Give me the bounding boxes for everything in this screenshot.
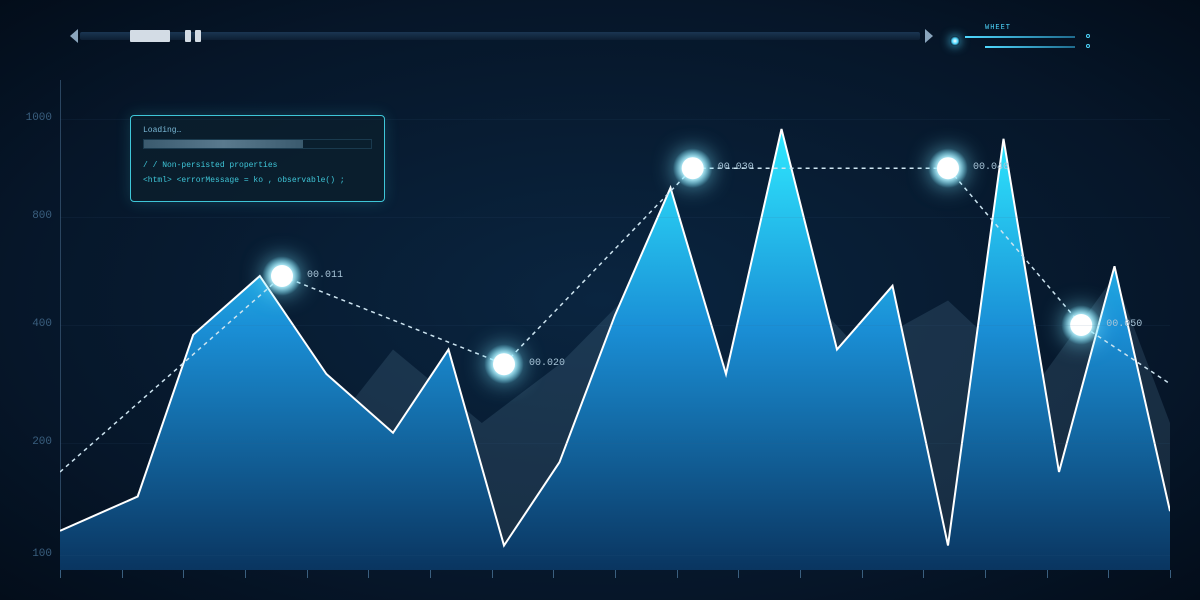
x-tick xyxy=(738,570,739,578)
area-primary xyxy=(60,129,1170,570)
x-tick xyxy=(800,570,801,578)
x-tick xyxy=(862,570,863,578)
data-point-label: 00.040 xyxy=(973,162,1009,173)
indicator-dot-icon xyxy=(950,36,960,46)
y-axis-label: 1000 xyxy=(12,112,52,124)
x-tick xyxy=(985,570,986,578)
y-axis-label: 400 xyxy=(12,318,52,330)
y-axis-label: 200 xyxy=(12,436,52,448)
indicator-line xyxy=(965,36,1075,38)
x-tick xyxy=(122,570,123,578)
data-point-label: 00.030 xyxy=(718,162,754,173)
data-point[interactable] xyxy=(271,265,293,287)
slider-thumb[interactable] xyxy=(185,30,191,42)
x-tick xyxy=(553,570,554,578)
timeline-slider-track[interactable] xyxy=(80,32,920,40)
data-point[interactable] xyxy=(682,157,704,179)
data-point-label: 00.050 xyxy=(1106,319,1142,330)
x-tick xyxy=(60,570,61,578)
x-tick xyxy=(1170,570,1171,578)
data-point[interactable] xyxy=(937,157,959,179)
y-axis-label: 800 xyxy=(12,210,52,222)
indicator-label: WHEET xyxy=(985,24,1011,32)
x-tick xyxy=(1108,570,1109,578)
x-tick xyxy=(615,570,616,578)
x-tick xyxy=(677,570,678,578)
grid-line xyxy=(60,217,1170,218)
grid-line xyxy=(60,325,1170,326)
x-tick xyxy=(183,570,184,578)
x-tick xyxy=(1047,570,1048,578)
x-tick xyxy=(492,570,493,578)
x-tick xyxy=(430,570,431,578)
x-tick xyxy=(307,570,308,578)
grid-line xyxy=(60,443,1170,444)
grid-line xyxy=(60,119,1170,120)
x-tick xyxy=(923,570,924,578)
slider-thumb[interactable] xyxy=(130,30,170,42)
x-tick xyxy=(368,570,369,578)
indicator-line xyxy=(985,46,1075,48)
data-point-label: 00.020 xyxy=(529,358,565,369)
x-tick xyxy=(245,570,246,578)
chart-container: 100080040020010000.01100.02000.03000.040… xyxy=(60,80,1170,590)
indicator-end-icon xyxy=(1086,34,1090,38)
data-point-label: 00.011 xyxy=(307,270,343,281)
grid-line xyxy=(60,555,1170,556)
slider-thumb[interactable] xyxy=(195,30,201,42)
slider-arrow-right-icon[interactable] xyxy=(925,29,933,43)
y-axis-label: 100 xyxy=(12,548,52,560)
indicator-widget: WHEET xyxy=(950,26,1090,56)
data-point[interactable] xyxy=(493,353,515,375)
slider-arrow-left-icon[interactable] xyxy=(70,29,78,43)
indicator-end-icon xyxy=(1086,44,1090,48)
